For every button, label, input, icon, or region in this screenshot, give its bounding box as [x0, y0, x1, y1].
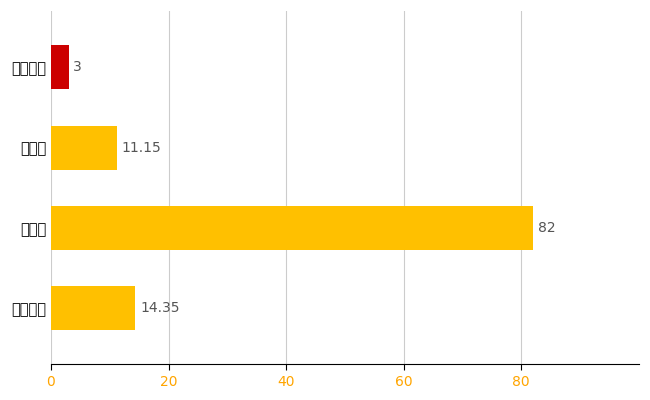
Text: 14.35: 14.35	[140, 301, 179, 315]
Bar	[51, 126, 116, 170]
Text: 82: 82	[538, 221, 555, 235]
Bar	[51, 206, 533, 250]
Text: 3: 3	[73, 60, 82, 74]
Text: 11.15: 11.15	[122, 141, 161, 155]
Bar	[51, 286, 135, 330]
Bar	[51, 45, 69, 90]
